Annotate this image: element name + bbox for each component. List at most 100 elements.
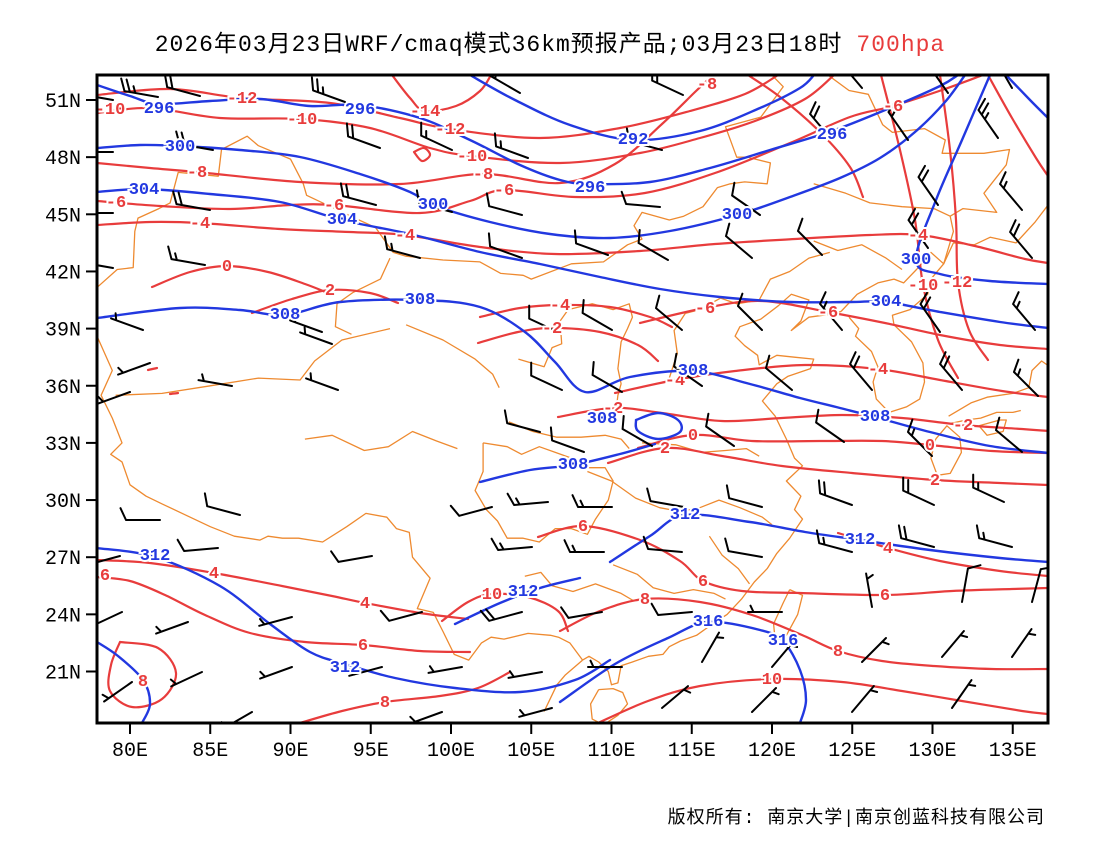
wind-barb (907, 207, 929, 249)
wind-barb (817, 479, 853, 506)
axis-tick-label: 130E (908, 740, 956, 763)
geo-line (524, 571, 635, 602)
wind-barb (934, 75, 949, 94)
temp-contour-label: 2 (930, 472, 940, 491)
wind-barb (379, 609, 423, 622)
wind-barb (1003, 75, 1013, 89)
wind-barb (155, 621, 189, 635)
geo-line (813, 240, 903, 271)
geo-line (948, 360, 1048, 417)
wind-barb (809, 101, 833, 141)
wind-barb (865, 572, 874, 608)
height-contour-label: 304 (871, 293, 902, 312)
temp-contour-8 (298, 670, 512, 723)
geo-line (518, 303, 634, 409)
wind-barb (849, 75, 863, 89)
temp-contour--14 (412, 146, 432, 163)
wind-barb (646, 487, 685, 508)
temp-contour-label: -2 (542, 320, 562, 339)
temp-contour-label: -10 (287, 111, 318, 130)
temp-contour-label: -4 (395, 227, 415, 246)
axis-tick-label: 36N (45, 377, 81, 400)
wind-barb (305, 372, 339, 391)
wind-barb (503, 409, 541, 433)
temp-contour-label: 10 (482, 586, 502, 605)
height-contour-label: 312 (140, 547, 171, 566)
height-contour-312 (97, 546, 612, 694)
wind-barb (637, 229, 669, 261)
wind-barb (167, 245, 206, 266)
temp-contour-label: -6 (324, 197, 344, 216)
chart-title-text: 2026年03月23日WRF/cmaq模式36km预报产品;03月23日18时 (154, 32, 843, 58)
axis-tick-label: 39N (45, 320, 81, 343)
height-contour-304 (97, 187, 1048, 330)
height-contour-312 (97, 640, 152, 723)
wind-barb (507, 670, 543, 679)
height-contour-312 (453, 576, 582, 626)
wind-barb (1012, 291, 1036, 331)
height-contour-label: 312 (845, 531, 876, 550)
wind-barb (941, 630, 969, 658)
axis-tick-label: 30N (45, 491, 81, 514)
wind-barb (339, 182, 377, 206)
wind-barb (581, 299, 613, 331)
axis-tick-label: 95E (353, 740, 389, 763)
wind-barb (97, 611, 123, 625)
geo-line (405, 324, 500, 388)
height-contour-label: 308 (270, 306, 301, 325)
temp-contour-label: -8 (187, 164, 207, 183)
height-contour-312 (608, 513, 1048, 564)
wind-barb (939, 351, 963, 391)
height-contour-label: 300 (722, 206, 753, 225)
wind-barb (725, 222, 753, 259)
geo-line (848, 263, 945, 414)
height-contour-label: 312 (330, 659, 361, 678)
height-contour-label: 316 (693, 613, 724, 632)
temp-contour-label: -10 (457, 148, 488, 167)
geo-line (758, 251, 830, 301)
height-contour-label: 304 (327, 211, 358, 230)
temp-contour--4 (613, 363, 1048, 399)
wind-barb (203, 492, 241, 516)
wind-barb (705, 412, 735, 447)
temp-contour-label: -14 (410, 103, 441, 122)
height-contour-316 (558, 620, 808, 723)
axis-tick-label: 42N (45, 262, 81, 285)
axes: 51N 48N 45N 42N 39N 36N 33N 30N 27N 24N 21N 80E 85E 9… (45, 91, 1037, 763)
wind-barb (299, 326, 333, 345)
height-contour-label: 300 (165, 138, 196, 157)
temp-contour-label: -8 (473, 166, 493, 185)
axis-tick-label: 21N (45, 663, 81, 686)
temp-contour-label: -4 (908, 227, 928, 246)
height-contour-label: 300 (901, 251, 932, 270)
temp-contour-0 (636, 433, 1048, 455)
wind-barb (120, 77, 159, 98)
wind-barb (420, 121, 453, 151)
temp-contour-10 (596, 677, 1048, 723)
axis-tick-label: 100E (427, 740, 475, 763)
wind-barbs (97, 75, 1048, 723)
wind-barb (765, 354, 793, 391)
height-contour-308 (97, 298, 1048, 455)
wind-barb (725, 484, 763, 508)
wind-barb (897, 524, 935, 548)
wind-barb (97, 391, 131, 405)
wind-barb (650, 602, 693, 616)
temperature-contours (97, 75, 1048, 723)
wind-barb (220, 711, 253, 723)
temp-contour--14 (390, 75, 493, 113)
wind-barb (479, 608, 523, 622)
wind-barb (851, 685, 879, 713)
temp-contour-label: -4 (190, 215, 210, 234)
wind-barb (330, 550, 373, 563)
wind-barb (975, 524, 1013, 548)
wind-barb (345, 122, 381, 149)
temp-contour-label: -6 (818, 304, 838, 323)
wind-barb (197, 373, 233, 387)
height-contour-308 (634, 411, 683, 441)
temp-contour-8 (558, 597, 1048, 671)
geo-line (508, 421, 630, 450)
temp-contour-label: 4 (209, 565, 219, 584)
